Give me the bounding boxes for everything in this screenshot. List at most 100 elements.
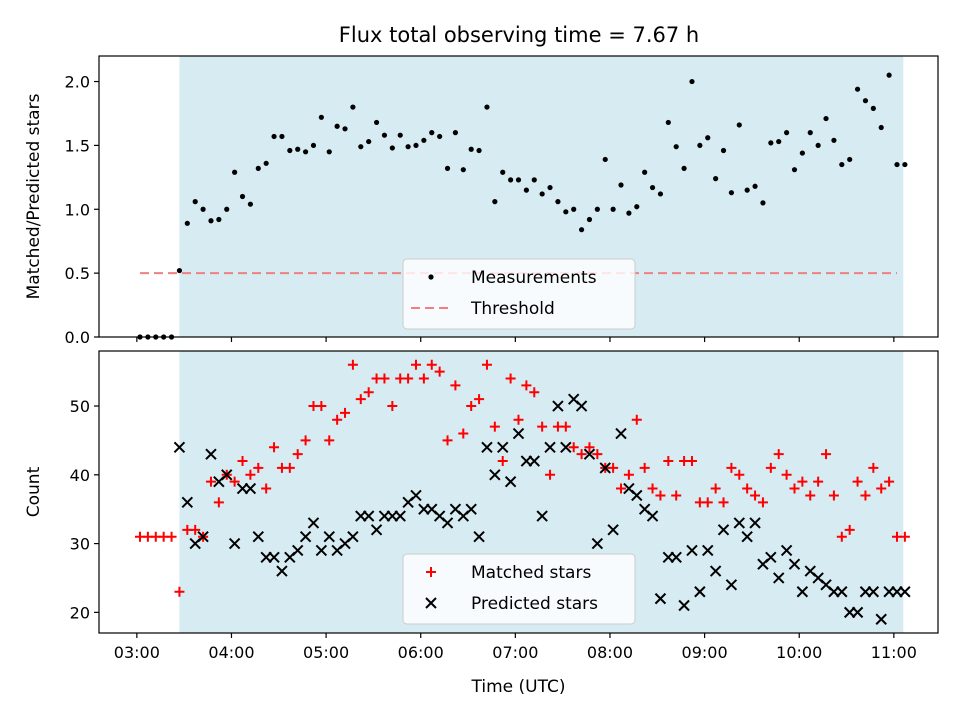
measurement-point	[713, 176, 719, 182]
measurement-point	[389, 145, 395, 151]
matched-star-point	[568, 442, 579, 453]
measurement-point	[902, 161, 908, 168]
matched-star-point	[836, 531, 847, 542]
matched-star-point	[757, 497, 768, 508]
matched-star-point	[426, 359, 437, 370]
matched-star-point	[631, 414, 642, 425]
measurement-point	[381, 132, 388, 138]
y-tick-label: 40	[70, 466, 90, 485]
matched-star-point	[284, 462, 295, 473]
matched-star-point	[387, 401, 398, 412]
predicted-star-point	[370, 524, 383, 536]
matched-star-point	[174, 586, 185, 597]
measurement-point	[689, 78, 695, 85]
measurement-point	[200, 206, 206, 212]
measurement-point	[563, 209, 569, 215]
matched-star-point	[245, 469, 256, 480]
axes-frame	[98, 55, 939, 338]
measurement-point	[847, 156, 853, 163]
predicted-star-point	[228, 537, 241, 550]
predicted-star-point	[686, 544, 698, 557]
predicted-star-point	[599, 462, 611, 474]
count-panel: 20 30 40 50 03:00 04:00 05:00 06:00 07:00 08:00 09…	[24, 350, 939, 697]
predicted-star-point	[489, 469, 501, 481]
predicted-star-point	[899, 586, 911, 598]
predicted-star-point	[796, 586, 809, 598]
measurement-point	[476, 147, 482, 154]
matched-star-point	[379, 373, 390, 384]
matched-star-point	[797, 476, 808, 487]
predicted-star-point	[749, 517, 761, 529]
predicted-star-point	[615, 427, 627, 440]
matched-star-point	[726, 462, 737, 473]
measurement-point	[263, 160, 269, 166]
matched-star-point	[844, 524, 855, 535]
measurement-point	[334, 123, 340, 129]
matched-star-point	[686, 456, 697, 467]
predicted-star-point	[536, 510, 548, 522]
matched-star-point	[647, 483, 658, 494]
measurement-point	[326, 149, 332, 155]
y-tick-label: 50	[70, 397, 90, 416]
matched-star-point	[584, 442, 595, 453]
measurement-point	[492, 199, 498, 205]
measurement-point	[807, 130, 813, 136]
measurement-point	[310, 142, 317, 149]
x-tick-label: 09:00	[682, 643, 728, 662]
measurement-point	[176, 267, 183, 274]
x-tick-label: 07:00	[492, 643, 538, 662]
matched-star-point	[489, 421, 500, 432]
predicted-star-point	[307, 517, 320, 529]
matched-star-point	[789, 483, 800, 494]
matched-star-point	[363, 387, 374, 398]
measurement-point	[839, 161, 845, 168]
measurement-point	[279, 133, 285, 140]
measurement-point	[854, 86, 861, 92]
measurement-point	[657, 191, 664, 197]
matched-star-point	[639, 462, 650, 473]
measurement-point	[799, 150, 805, 156]
predicted-star-point	[276, 565, 288, 577]
legend-label: Predicted stars	[471, 594, 598, 614]
matched-star-point	[261, 483, 272, 494]
matched-star-point	[750, 490, 761, 501]
predicted-star-point	[497, 441, 509, 454]
measurement-point	[460, 167, 466, 173]
predicted-star-point	[544, 441, 556, 454]
predicted-star-point	[717, 524, 730, 536]
matched-star-point	[560, 421, 571, 432]
matched-star-point	[418, 373, 429, 384]
measurement-point	[697, 142, 703, 149]
predicted-star-point	[512, 427, 525, 440]
predicted-star-point	[591, 537, 604, 550]
matched-star-point	[884, 476, 895, 487]
predicted-star-point	[646, 510, 659, 522]
measurement-point	[649, 184, 656, 191]
predicted-star-point	[836, 586, 848, 598]
matched-star-point	[813, 476, 824, 487]
predicted-star-point	[678, 599, 690, 612]
predicted-star-point	[347, 530, 359, 543]
predicted-star-point	[733, 517, 745, 529]
measurement-point	[255, 165, 261, 171]
y-tick-label: 0.0	[65, 328, 90, 347]
measurement-point	[295, 146, 301, 152]
x-tick-label: 06:00	[398, 643, 444, 662]
matched-star-point	[269, 442, 280, 453]
predicted-star-point	[528, 455, 540, 467]
measurement-point	[232, 169, 238, 175]
measurement-point	[508, 177, 514, 183]
measurement-point	[626, 210, 632, 216]
predicted-star-point	[315, 544, 328, 557]
matched-star-point	[458, 428, 469, 439]
measurement-point	[571, 206, 577, 212]
measurement-point	[184, 220, 190, 226]
predicted-star-point	[299, 530, 312, 543]
matched-star-point	[253, 462, 264, 473]
predicted-star-point	[654, 592, 667, 605]
matched-star-point	[702, 497, 713, 508]
predicted-star-point	[504, 475, 517, 488]
measurement-point	[468, 146, 474, 152]
matched-star-point	[805, 490, 816, 501]
x-tick-label: 05:00	[303, 643, 349, 662]
